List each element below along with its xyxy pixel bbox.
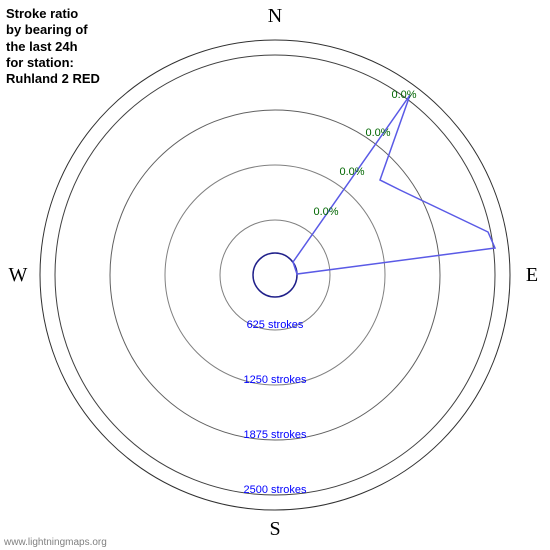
chart-title: Stroke ratio by bearing of the last 24h … [6,6,100,87]
compass-s: S [269,518,280,540]
hub-circle [253,253,297,297]
compass-e: E [526,264,538,286]
ring-label-3: 2500 strokes [244,484,307,496]
pct-label-2: 0.0% [365,127,390,139]
ring-label-2: 1875 strokes [244,429,307,441]
pct-label-0: 0.0% [313,206,338,218]
compass-w: W [9,264,28,286]
ring-label-0: 625 strokes [247,319,304,331]
polar-chart: { "chart": { "type": "polar-wind-rose", … [0,0,550,550]
rose-polygon [293,95,495,274]
compass-n: N [268,5,282,27]
pct-label-3: 0.0% [391,89,416,101]
ring-label-1: 1250 strokes [244,374,307,386]
ring-1250 [165,165,385,385]
ring-625 [220,220,330,330]
ring-1875 [110,110,440,440]
attribution-text: www.lightningmaps.org [4,537,107,548]
pct-label-1: 0.0% [339,166,364,178]
